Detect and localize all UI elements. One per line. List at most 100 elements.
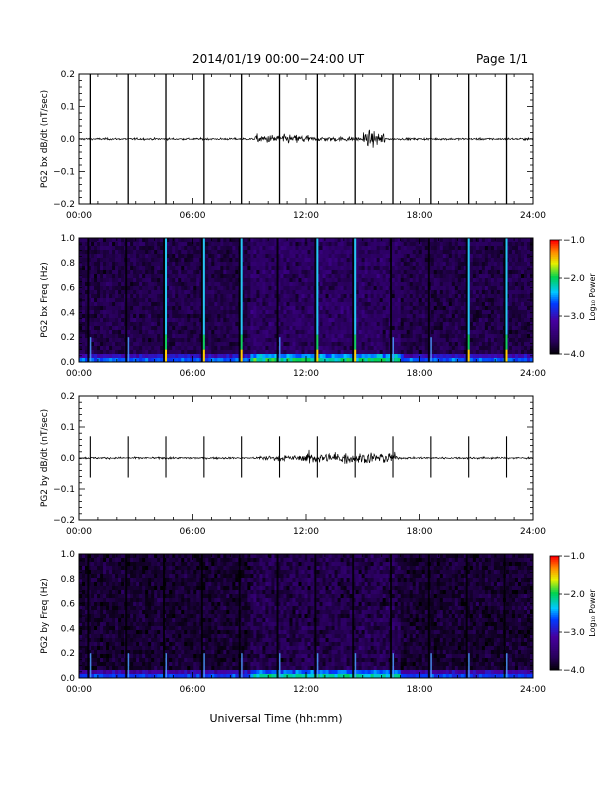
colorbar-segment — [550, 645, 559, 648]
colorbar-segment — [550, 344, 559, 347]
colorbar-segment — [550, 333, 559, 336]
calibration-line — [467, 238, 470, 335]
data-gap — [427, 554, 430, 678]
colorbar-segment — [550, 249, 559, 252]
data-gap — [87, 554, 90, 678]
colorbar-segment — [550, 304, 559, 307]
calibration-line — [202, 334, 205, 350]
colorbar-segment — [550, 268, 559, 271]
colorbar-segment — [550, 620, 559, 623]
calibration-line — [316, 349, 319, 362]
x-tick-label: 06:00 — [180, 685, 206, 695]
data-gap — [125, 238, 128, 362]
colorbar-segment — [550, 668, 559, 671]
colorbar-segment — [550, 259, 559, 262]
colorbar-segment — [550, 662, 559, 665]
calibration-line — [430, 653, 432, 678]
colorbar-segment — [550, 253, 559, 256]
calibration-line — [240, 238, 243, 335]
colorbar-label: Log₁₀ Power — [588, 273, 597, 321]
colorbar-segment — [550, 270, 559, 273]
data-gap — [465, 554, 468, 678]
colorbar-segment — [550, 316, 559, 319]
colorbar-segment — [550, 321, 559, 325]
calibration-line — [240, 334, 243, 350]
colorbar-segment — [550, 643, 559, 646]
calibration-line — [354, 238, 357, 335]
colorbar-segment — [550, 338, 559, 342]
colorbar-frame — [549, 555, 560, 671]
colorbar-segment — [550, 310, 559, 313]
y-tick-label: 0.1 — [61, 423, 75, 433]
colorbar-segment — [550, 287, 559, 290]
colorbar-segment — [550, 590, 559, 593]
colorbar-tick-label: −2.0 — [563, 590, 585, 600]
colorbar-segment — [550, 327, 559, 330]
colorbar-segment — [550, 317, 559, 321]
colorbar-segment — [550, 618, 559, 622]
colorbar-segment — [550, 283, 559, 287]
colorbar-segment — [550, 323, 559, 326]
colorbar-segment — [550, 264, 559, 268]
y-tick-label: 0.0 — [61, 135, 76, 145]
colorbar-segment — [550, 298, 559, 302]
y-tick-label: 0.0 — [61, 454, 76, 464]
data-gap — [125, 554, 128, 678]
colorbar-segment — [550, 582, 559, 585]
colorbar-segment — [550, 628, 559, 631]
colorbar-tick-label: −2.0 — [563, 274, 585, 284]
data-gap — [352, 238, 355, 362]
colorbar-tick-label: −3.0 — [563, 312, 585, 322]
data-gap — [390, 238, 393, 362]
page-indicator: Page 1/1 — [476, 52, 529, 66]
calibration-line — [203, 653, 205, 678]
calibration-line — [279, 653, 281, 678]
calibration-line — [241, 653, 243, 678]
colorbar-segment — [550, 565, 559, 568]
colorbar-segment — [550, 289, 559, 292]
colorbar-segment — [550, 240, 559, 243]
x-tick-label: 24:00 — [520, 211, 546, 221]
y-tick-label: 0.2 — [61, 392, 75, 402]
y-axis-label: PG2 bx dB/dt (nT/sec) — [40, 90, 50, 188]
colorbar-segment — [550, 575, 559, 578]
y-tick-label: 0.2 — [61, 70, 75, 80]
calibration-line — [354, 334, 357, 350]
colorbar-segment — [550, 584, 559, 587]
colorbar-segment — [550, 350, 559, 353]
y-axis-label: PG2 by dB/dt (nT/sec) — [40, 409, 50, 507]
colorbar-segment — [550, 278, 559, 281]
y-tick-label: 0.2 — [61, 333, 75, 343]
colorbar-segment — [550, 563, 559, 566]
colorbar-segment — [550, 319, 559, 323]
x-tick-label: 24:00 — [520, 527, 546, 537]
colorbar-segment — [550, 281, 559, 285]
spectrogram-cells — [79, 554, 534, 679]
spectrogram-cells — [79, 238, 534, 363]
y-tick-label: 0.2 — [61, 649, 75, 659]
colorbar-segment — [550, 601, 559, 604]
x-axis-label: Universal Time (hh:mm) — [210, 712, 343, 725]
calibration-line — [316, 334, 319, 350]
data-gap — [503, 238, 506, 362]
colorbar-segment — [550, 592, 559, 595]
colorbar-segment — [550, 274, 559, 277]
y-tick-label: −0.1 — [53, 485, 75, 495]
x-tick-label: 12:00 — [293, 685, 319, 695]
colorbar-segment — [550, 654, 559, 658]
colorbar-segment — [550, 597, 559, 601]
colorbar-segment — [550, 312, 559, 315]
data-gap — [163, 238, 166, 362]
y-tick-label: 1.0 — [61, 234, 76, 244]
colorbar-segment — [550, 652, 559, 656]
x-tick-label: 24:00 — [520, 369, 546, 379]
colorbar-segment — [550, 331, 559, 334]
colorbar-segment — [550, 266, 559, 269]
colorbar-segment — [550, 557, 559, 561]
colorbar-tick-label: −4.0 — [563, 350, 585, 360]
colorbar-segment — [550, 257, 559, 260]
y-axis-label: PG2 by Freq (Hz) — [40, 578, 50, 654]
colorbar-segment — [550, 325, 559, 328]
colorbar-segment — [550, 656, 559, 660]
y-tick-label: 0.8 — [61, 259, 76, 269]
